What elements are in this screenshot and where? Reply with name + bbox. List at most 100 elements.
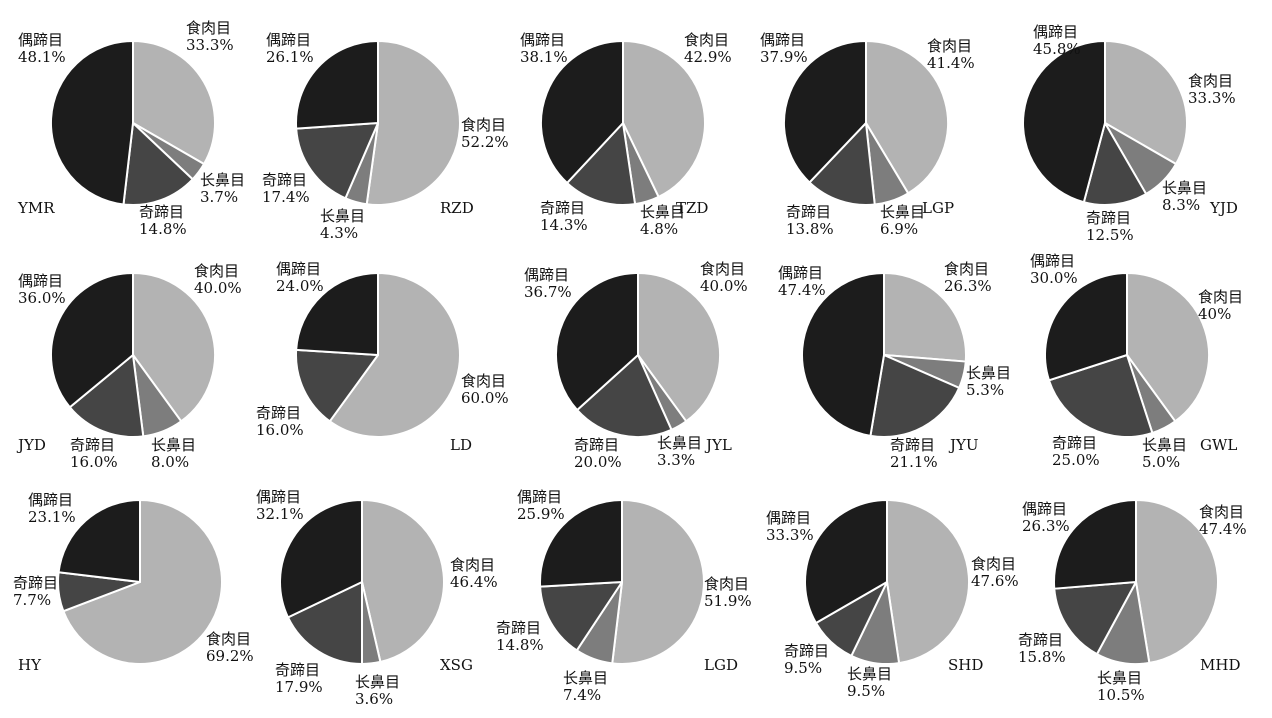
- pie-slice: [1053, 499, 1137, 590]
- slice-percent-label: 3.3%: [657, 451, 695, 469]
- slice-percent-label: 25.0%: [1052, 451, 1100, 469]
- slice-percent-label: 36.0%: [18, 289, 66, 307]
- slice-percent-label: 25.9%: [517, 505, 565, 523]
- slice-category-label: 长鼻目: [847, 665, 892, 683]
- slice-percent-label: 3.6%: [355, 690, 393, 708]
- slice-percent-label: 40.0%: [700, 277, 748, 295]
- pie-slice: [1082, 122, 1148, 206]
- slice-percent-label: 36.7%: [524, 283, 572, 301]
- pie-slice: [50, 272, 134, 409]
- site-code-label: XSG: [440, 656, 473, 674]
- slice-category-label: 长鼻目: [355, 673, 400, 691]
- pie-slice: [808, 122, 876, 206]
- slice-category-label: 食肉目: [927, 37, 972, 55]
- slice-percent-label: 16.0%: [70, 453, 118, 471]
- slice-category-label: 奇蹄目: [70, 436, 115, 454]
- slice-category-label: 食肉目: [186, 19, 231, 37]
- site-code-label: TZD: [676, 199, 708, 217]
- slice-category-label: 偶蹄目: [1022, 500, 1067, 518]
- slice-percent-label: 40%: [1198, 305, 1231, 323]
- slice-category-label: 偶蹄目: [766, 509, 811, 527]
- slice-percent-label: 14.8%: [139, 220, 187, 238]
- slice-category-label: 偶蹄目: [517, 488, 562, 506]
- slice-category-label: 奇蹄目: [784, 642, 829, 660]
- pie-slice: [1022, 40, 1106, 204]
- pie-slice: [295, 122, 379, 200]
- slice-percent-label: 38.1%: [520, 48, 568, 66]
- slice-category-label: 长鼻目: [640, 203, 685, 221]
- site-code-label: LD: [450, 436, 472, 454]
- site-code-label: JYL: [704, 436, 732, 454]
- pie-slice: [637, 272, 721, 423]
- slice-category-label: 食肉目: [944, 260, 989, 278]
- pie-slice: [295, 272, 379, 356]
- slice-category-label: 奇蹄目: [139, 203, 184, 221]
- slice-category-label: 长鼻目: [563, 669, 608, 687]
- slice-percent-label: 16.0%: [256, 421, 304, 439]
- pie-slice: [295, 40, 379, 130]
- slice-percent-label: 47.4%: [778, 281, 826, 299]
- pie-slice: [539, 499, 623, 588]
- slice-percent-label: 17.9%: [275, 678, 323, 696]
- slice-category-label: 奇蹄目: [1086, 209, 1131, 227]
- slice-category-label: 奇蹄目: [13, 574, 58, 592]
- slice-percent-label: 14.3%: [540, 216, 588, 234]
- slice-percent-label: 24.0%: [276, 277, 324, 295]
- pie-slice: [1135, 499, 1219, 664]
- slice-category-label: 偶蹄目: [760, 31, 805, 49]
- slice-category-label: 长鼻目: [200, 171, 245, 189]
- pie-slice: [566, 122, 637, 206]
- slice-category-label: 偶蹄目: [524, 266, 569, 284]
- pie-slice: [122, 122, 194, 206]
- slice-category-label: 食肉目: [206, 630, 251, 648]
- pie-slice: [279, 499, 363, 619]
- pie-slice: [62, 499, 223, 665]
- pie-slice: [68, 354, 145, 438]
- slice-category-label: 长鼻目: [1142, 436, 1187, 454]
- site-code-label: YMR: [17, 199, 55, 217]
- slice-category-label: 偶蹄目: [778, 264, 823, 282]
- pie-slice: [1044, 272, 1128, 382]
- slice-category-label: 偶蹄目: [28, 491, 73, 509]
- slice-percent-label: 26.3%: [1022, 517, 1070, 535]
- slice-category-label: 偶蹄目: [276, 260, 321, 278]
- slice-percent-label: 20.0%: [574, 453, 622, 471]
- slice-category-label: 长鼻目: [320, 207, 365, 225]
- slice-category-label: 长鼻目: [880, 203, 925, 221]
- site-code-label: HY: [18, 656, 42, 674]
- slice-category-label: 食肉目: [684, 31, 729, 49]
- slice-category-label: 奇蹄目: [1018, 631, 1063, 649]
- site-code-label: MHD: [1200, 656, 1240, 674]
- slice-percent-label: 45.8%: [1033, 40, 1081, 58]
- slice-category-label: 偶蹄目: [1030, 252, 1075, 270]
- slice-percent-label: 52.2%: [461, 133, 509, 151]
- pie-slice: [783, 40, 867, 184]
- slice-category-label: 偶蹄目: [18, 272, 63, 290]
- slice-percent-label: 60.0%: [461, 389, 509, 407]
- slice-category-label: 长鼻目: [966, 364, 1011, 382]
- slice-category-label: 奇蹄目: [1052, 434, 1097, 452]
- slice-category-label: 食肉目: [704, 575, 749, 593]
- slice-percent-label: 33.3%: [1188, 89, 1236, 107]
- pie-slice: [287, 581, 363, 665]
- slice-percent-label: 41.4%: [927, 54, 975, 72]
- site-code-label: GWL: [1200, 436, 1237, 454]
- slice-category-label: 偶蹄目: [256, 488, 301, 506]
- slice-category-label: 奇蹄目: [786, 203, 831, 221]
- pie-slice: [1104, 40, 1188, 165]
- pie-slice: [804, 499, 888, 624]
- pie-slice: [1126, 272, 1210, 423]
- slice-category-label: 偶蹄目: [1033, 23, 1078, 41]
- slice-category-label: 食肉目: [700, 260, 745, 278]
- slice-category-label: 偶蹄目: [266, 31, 311, 49]
- pie-slice: [132, 40, 216, 165]
- slice-category-label: 食肉目: [1198, 288, 1243, 306]
- pie-slice: [328, 272, 461, 438]
- slice-category-label: 食肉目: [461, 116, 506, 134]
- site-code-label: YJD: [1209, 199, 1238, 217]
